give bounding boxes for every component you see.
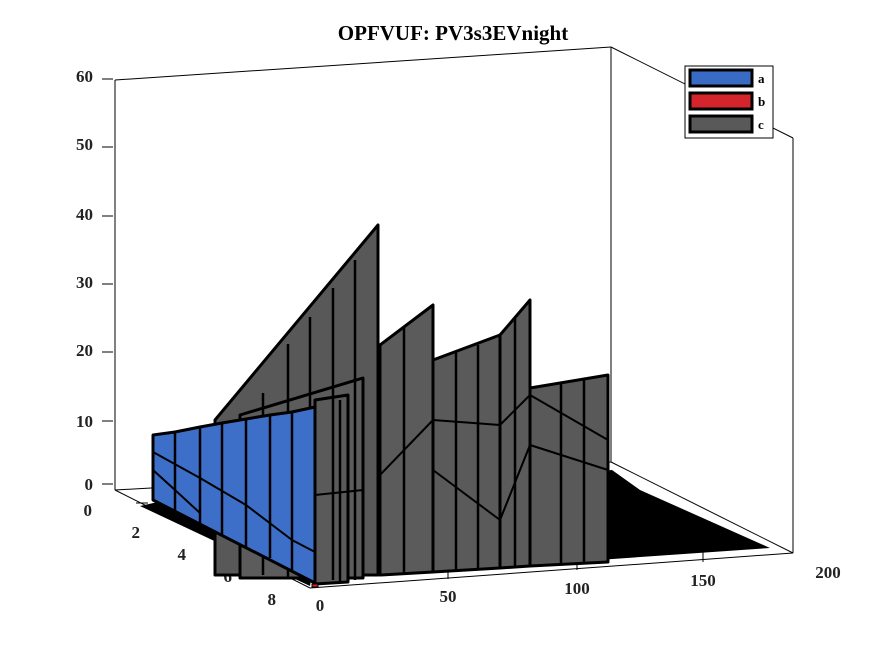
series-b-surface [311,583,319,588]
y-tick-4: 4 [178,545,187,564]
legend: a b c [684,65,774,139]
z-tick-40: 40 [76,205,93,224]
z-tick-60: 60 [76,67,93,86]
chart-title: OPFVUF: PV3s3EVnight [338,21,568,45]
legend-label-c: c [758,117,764,132]
x-tick-150: 150 [690,571,716,590]
y-tick-2: 2 [132,523,141,542]
legend-label-a: a [758,71,765,86]
series-c-panel-2 [378,303,435,577]
y-tick-0: 0 [84,501,93,520]
x-axis: 0 50 100 150 200 [316,552,841,615]
z-tick-30: 30 [76,273,93,292]
series-c-panel-6 [313,393,350,586]
series-a-surface [151,405,317,585]
x-tick-100: 100 [564,579,590,598]
x-tick-0: 0 [316,596,325,615]
legend-item-b: b [688,91,765,111]
legend-label-b: b [758,94,765,109]
legend-item-a: a [688,68,765,88]
x-tick-200: 200 [815,563,841,582]
legend-item-c: c [688,114,764,134]
y-tick-8: 8 [268,590,277,609]
z-tick-10: 10 [76,412,93,431]
z-tick-20: 20 [76,341,93,360]
z-axis: 0 10 20 30 40 50 60 [76,67,113,494]
z-tick-50: 50 [76,135,93,154]
z-tick-0: 0 [85,475,94,494]
series-c-panel-5 [528,373,610,568]
x-tick-50: 50 [440,587,457,606]
series-c-panel-3 [431,333,502,574]
